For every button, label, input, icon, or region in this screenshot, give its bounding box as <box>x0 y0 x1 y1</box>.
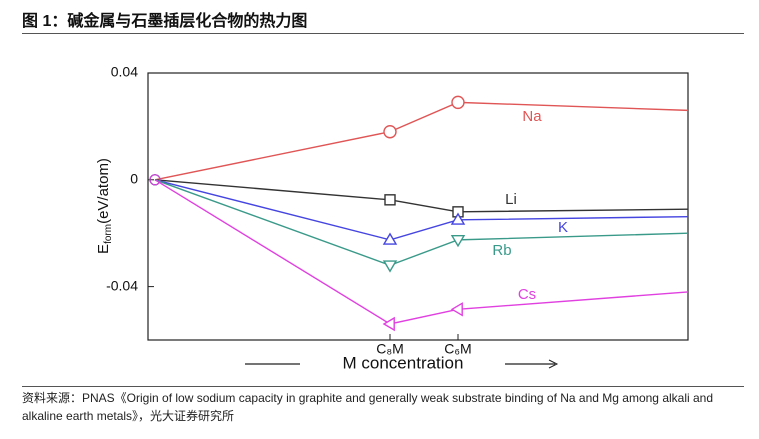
plot-frame <box>147 72 689 341</box>
marker <box>450 212 466 225</box>
series-label: Na <box>522 108 542 125</box>
series-label: K <box>558 219 568 236</box>
marker <box>450 234 466 248</box>
series-label: Cs <box>518 286 536 303</box>
marker <box>384 194 396 206</box>
x-axis-label: M concentration <box>343 353 464 372</box>
series-line <box>154 179 689 213</box>
axis-arrow <box>548 359 559 369</box>
marker <box>382 260 398 273</box>
y-tick-label: 0.04 <box>111 64 138 80</box>
marker <box>450 302 463 317</box>
y-tick-label: -0.04 <box>106 277 138 293</box>
marker <box>382 232 398 245</box>
marker <box>149 174 161 186</box>
series-line <box>154 101 689 181</box>
chart: Eform(eV/atom) M concentration 0.04 0 -0.0… <box>95 64 689 372</box>
x-tick-label: C₆M <box>444 341 471 357</box>
x-tick-label: C₈M <box>376 341 404 357</box>
marker <box>383 125 397 139</box>
series-line <box>154 179 689 325</box>
series-line <box>154 179 689 266</box>
rule <box>22 386 744 387</box>
marker <box>382 316 395 332</box>
y-axis-label: Eform(eV/atom) <box>95 158 114 254</box>
series-label: Li <box>505 191 517 208</box>
y-tick-label: 0 <box>130 171 138 187</box>
rule <box>22 33 744 34</box>
figure-title: 图 1：碱金属与石墨插层化合物的热力图 <box>22 13 308 30</box>
source-note: 资料来源：PNAS《Origin of low sodium capacity … <box>22 391 714 423</box>
series-label: Rb <box>492 242 511 259</box>
marker <box>451 95 465 110</box>
series-line <box>154 179 689 241</box>
